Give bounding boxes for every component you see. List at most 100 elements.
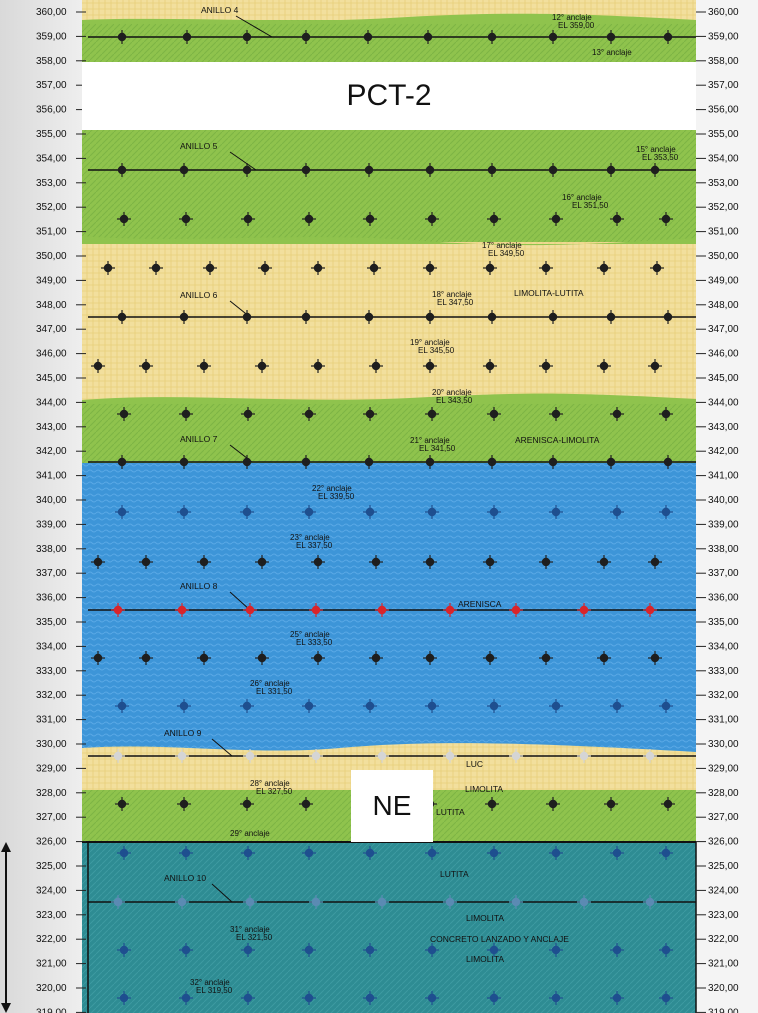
anchor-bolt-icon — [597, 359, 611, 373]
anchor-bolt-icon — [363, 846, 377, 860]
elevation-label-right: 320,00 — [708, 983, 739, 994]
anchor-bolt-icon — [610, 407, 624, 421]
anchor-bolt-icon — [487, 212, 501, 226]
anchor-bolt-icon — [610, 212, 624, 226]
anchor-bolt-icon — [363, 407, 377, 421]
anchor-bolt-icon — [179, 991, 193, 1005]
anchor-bolt-icon — [302, 212, 316, 226]
elevation-label-right: 324,00 — [708, 885, 739, 896]
anchor-bolt-icon — [425, 846, 439, 860]
anchor-label-29: 29° anclaje — [230, 829, 270, 838]
anchor-bolt-icon — [487, 505, 501, 519]
anchor-bolt-icon — [243, 749, 257, 763]
anchor-bolt-icon — [177, 699, 191, 713]
anchor-bolt-icon — [175, 895, 189, 909]
anchor-bolt-icon — [115, 163, 129, 177]
ring-label-4: ANILLO 4 — [201, 5, 239, 15]
anchor-label-23: 23° anclaje — [290, 533, 330, 542]
anchor-bolt-icon — [240, 797, 254, 811]
anchor-bolt-icon — [487, 846, 501, 860]
anchor-bolt-icon — [241, 943, 255, 957]
anchor-bolt-icon — [363, 212, 377, 226]
anchor-bolt-icon — [258, 261, 272, 275]
anchor-bolt-icon — [311, 261, 325, 275]
anchor-bolt-icon — [203, 261, 217, 275]
anchor-bolt-icon — [309, 603, 323, 617]
anchor-bolt-icon — [643, 749, 657, 763]
anchor-bolt-icon — [177, 310, 191, 324]
anchor-bolt-icon — [423, 261, 437, 275]
anchor-bolt-icon — [549, 505, 563, 519]
anchor-label-26: 26° anclaje — [250, 679, 290, 688]
anchor-bolt-icon — [179, 943, 193, 957]
anchor-el-16: EL 351,50 — [572, 201, 609, 210]
anchor-bolt-icon — [240, 505, 254, 519]
elevation-label-right: 345,00 — [708, 373, 739, 384]
anchor-bolt-icon — [648, 651, 662, 665]
anchor-bolt-icon — [487, 699, 501, 713]
anchor-bolt-icon — [485, 310, 499, 324]
anchor-bolt-icon — [302, 407, 316, 421]
green-wave-middle — [82, 393, 696, 404]
anchor-el-15: EL 353,50 — [642, 153, 679, 162]
elevation-label-right: 339,00 — [708, 519, 739, 530]
label-arenisca: ARENISCA — [458, 599, 502, 609]
elevation-label-left: 330,00 — [36, 739, 67, 750]
anchor-bolt-icon — [549, 212, 563, 226]
anchor-bolt-icon — [309, 895, 323, 909]
anchor-bolt-icon — [197, 359, 211, 373]
anchor-bolt-icon — [111, 603, 125, 617]
anchor-bolt-icon — [363, 505, 377, 519]
anchor-bolt-icon — [149, 261, 163, 275]
elevation-ticks: 360,00 360,00 359,00 359,00 358,00 358,00 357,… — [36, 7, 739, 1013]
anchor-bolt-icon — [509, 895, 523, 909]
anchor-label-20: 20° anclaje — [432, 388, 472, 397]
anchor-bolt-icon — [423, 455, 437, 469]
anchor-bolt-icon — [650, 261, 664, 275]
anchor-bolt-icon — [485, 797, 499, 811]
elevation-label-right: 325,00 — [708, 861, 739, 872]
anchor-bolt-icon — [546, 163, 560, 177]
anchor-bolt-icon — [299, 455, 313, 469]
anchor-bolt-icon — [648, 555, 662, 569]
anchor-label-13: 13° anclaje — [592, 48, 632, 57]
anchor-bolt-icon — [369, 651, 383, 665]
anchor-el-23: EL 337,50 — [296, 541, 333, 550]
elevation-label-right: 323,00 — [708, 910, 739, 921]
green-wave-upper — [82, 236, 696, 246]
direction-label: NE — [351, 770, 433, 842]
elevation-label-right: 353,00 — [708, 178, 739, 189]
elevation-label-right: 321,00 — [708, 959, 739, 970]
elevation-label-left: 328,00 — [36, 788, 67, 799]
anchor-bolt-icon — [443, 895, 457, 909]
anchor-el-22: EL 339,50 — [318, 492, 355, 501]
anchor-el-25: EL 333,50 — [296, 638, 333, 647]
elevation-label-right: 343,00 — [708, 422, 739, 433]
lithology-labels: LIMOLITA-LUTITA ARENISCA-LIMOLITA ARENIS… — [430, 288, 600, 964]
elevation-label-right: 327,00 — [708, 812, 739, 823]
elevation-label-right: 319,00 — [708, 1007, 739, 1013]
elevation-label-left: 338,00 — [36, 544, 67, 555]
anchor-bolt-icon — [546, 797, 560, 811]
anchor-bolt-icon — [549, 407, 563, 421]
anchor-bolt-icon — [255, 651, 269, 665]
elevation-label-right: 347,00 — [708, 324, 739, 335]
anchor-bolt-icon — [577, 603, 591, 617]
elevation-label-left: 342,00 — [36, 446, 67, 457]
anchor-bolt-icon — [549, 846, 563, 860]
anchor-label-15: 15° anclaje — [636, 145, 676, 154]
anchor-el-19: EL 345,50 — [418, 346, 455, 355]
elevation-label-left: 336,00 — [36, 593, 67, 604]
anchor-bolt-icon — [117, 407, 131, 421]
anchor-bolt-icon — [111, 895, 125, 909]
anchor-bolt-icon — [363, 991, 377, 1005]
anchor-bolt-icon — [421, 30, 435, 44]
ring-label-8: ANILLO 8 — [180, 581, 218, 591]
elevation-label-right: 326,00 — [708, 837, 739, 848]
anchor-bolt-icon — [101, 261, 115, 275]
strata-layers — [82, 0, 697, 1013]
elevation-label-right: 336,00 — [708, 593, 739, 604]
anchor-bolt-icon — [577, 895, 591, 909]
anchor-bolt-icon — [549, 699, 563, 713]
